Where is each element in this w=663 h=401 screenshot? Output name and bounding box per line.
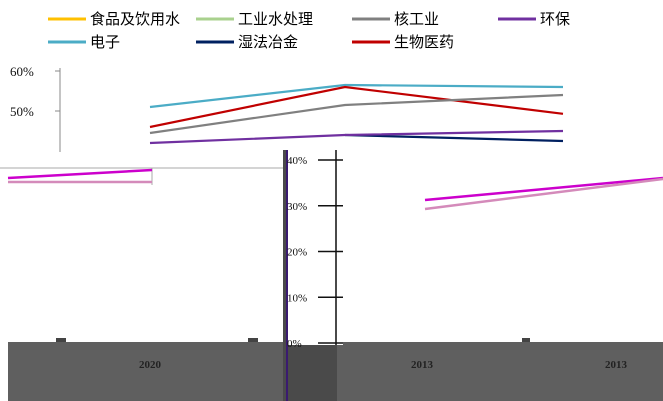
y-tick-label: 20%: [287, 247, 307, 259]
legend-label: 电子: [90, 33, 120, 51]
legend-label: 湿法冶金: [238, 33, 298, 51]
x-tick-mark: [522, 338, 530, 342]
x-tick-label: 2013: [411, 359, 434, 371]
x-tick-mark: [56, 338, 66, 342]
legend-label: 环保: [540, 10, 570, 28]
legend-label: 食品及饮用水: [90, 10, 180, 28]
axis-strip-inner: [287, 150, 335, 345]
legend-label: 生物医药: [394, 33, 454, 51]
y-tick-label: 40%: [287, 155, 307, 167]
x-tick-mark: [248, 338, 258, 342]
legend-label: 工业水处理: [238, 10, 313, 28]
y-tick-label: 10%: [287, 292, 307, 304]
y-tick-label: 30%: [287, 201, 307, 213]
y-tick-label: 50%: [10, 104, 34, 119]
series-line: [149, 129, 564, 145]
x-tick-label: 2013: [605, 359, 628, 371]
axis-gap: [337, 150, 343, 345]
series-segment: [7, 168, 153, 180]
series-segment: [424, 177, 663, 211]
upper-panel: 60% 50%: [10, 64, 564, 153]
series-line: [149, 83, 564, 109]
x-axis-band-left: [8, 342, 283, 401]
series-line: [149, 85, 564, 129]
series-segment: [424, 176, 663, 202]
legend-label: 核工业: [394, 10, 439, 28]
x-axis-band-right: [337, 342, 663, 401]
middle-panel: 40% 30% 20% 10% 0%: [283, 150, 343, 401]
y-tick-label: 0%: [287, 338, 302, 350]
series-line: [344, 133, 564, 143]
x-tick-label: 2020: [139, 359, 162, 371]
series-line: [149, 93, 564, 135]
y-tick-label: 60%: [10, 64, 34, 79]
